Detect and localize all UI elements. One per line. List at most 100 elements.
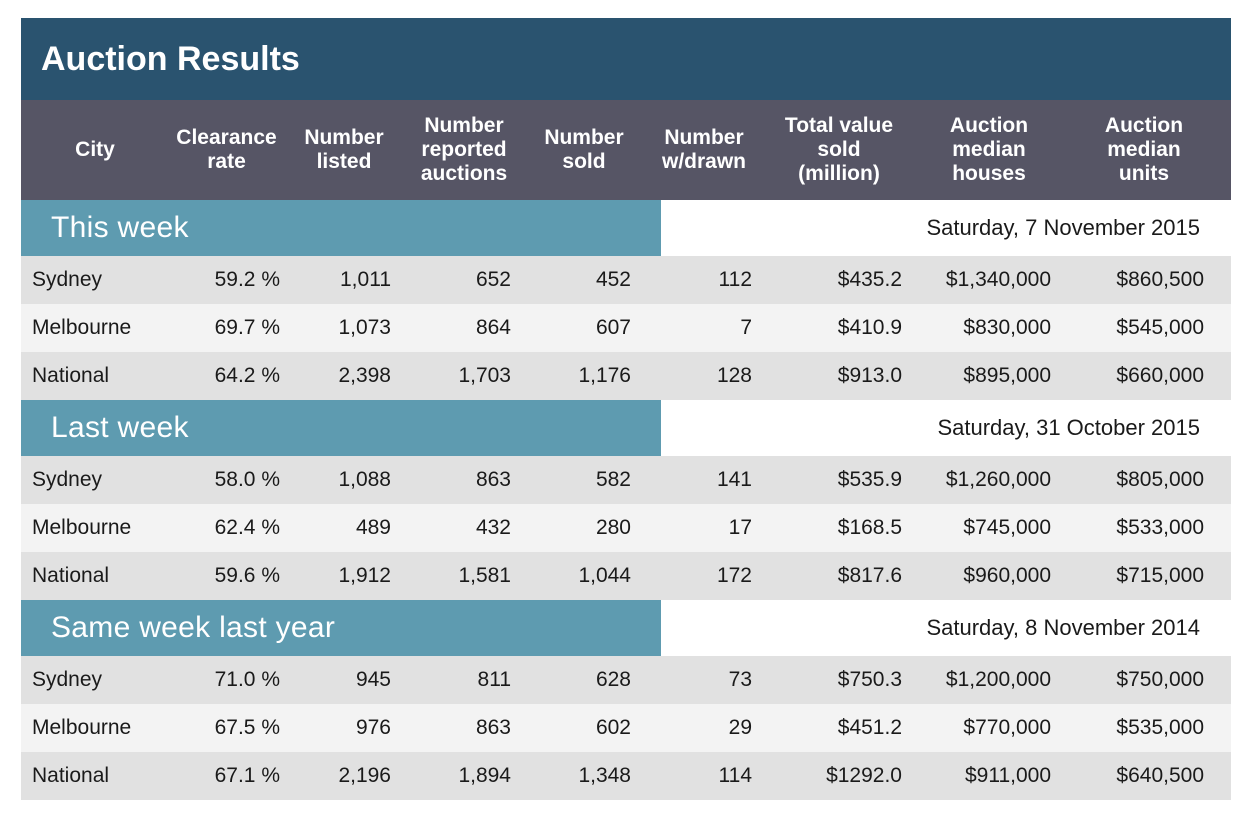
cell-auction-median-houses: $1,340,000 bbox=[945, 268, 1051, 291]
section-header: This week Saturday, 7 November 2015 bbox=[21, 200, 1231, 256]
table-row: Sydney 71.0 % 945 811 628 73 $750.3 $1,200,000 $… bbox=[21, 656, 1231, 704]
cell-clearance-rate: 59.2 % bbox=[214, 268, 280, 291]
table-row: National 59.6 % 1,912 1,581 1,044 172 $817.6 $9… bbox=[21, 552, 1231, 600]
cell-auction-median-units: $750,000 bbox=[1116, 668, 1204, 691]
section-date: Saturday, 7 November 2015 bbox=[926, 215, 1200, 240]
cell-number-sold: 1,044 bbox=[578, 564, 631, 587]
cell-number-withdrawn: 29 bbox=[728, 716, 752, 739]
cell-number-sold: 452 bbox=[595, 268, 631, 291]
cell-auction-median-houses: $770,000 bbox=[963, 716, 1051, 739]
cell-auction-median-units: $640,500 bbox=[1116, 764, 1204, 787]
section-date: Saturday, 8 November 2014 bbox=[926, 615, 1200, 640]
cell-number-sold: 602 bbox=[595, 716, 631, 739]
cell-total-value-sold: $817.6 bbox=[837, 564, 902, 587]
cell-number-withdrawn: 114 bbox=[718, 764, 752, 787]
cell-city: Melbourne bbox=[32, 716, 132, 739]
section-date: Saturday, 31 October 2015 bbox=[937, 415, 1200, 440]
cell-auction-median-houses: $1,260,000 bbox=[945, 468, 1051, 491]
cell-auction-median-houses: $1,200,000 bbox=[945, 668, 1051, 691]
cell-auction-median-units: $535,000 bbox=[1116, 716, 1204, 739]
cell-auction-median-units: $715,000 bbox=[1116, 564, 1204, 587]
cell-number-listed: 489 bbox=[355, 516, 391, 539]
cell-clearance-rate: 69.7 % bbox=[214, 316, 280, 339]
cell-clearance-rate: 67.1 % bbox=[214, 764, 280, 787]
cell-city: Sydney bbox=[32, 668, 103, 691]
cell-total-value-sold: $410.9 bbox=[837, 316, 902, 339]
column-header-number-listed: Number listed bbox=[304, 126, 384, 173]
cell-clearance-rate: 71.0 % bbox=[214, 668, 280, 691]
cell-number-sold: 607 bbox=[595, 316, 631, 339]
table-row: Melbourne 69.7 % 1,073 864 607 7 $410.9 $830,00… bbox=[21, 304, 1231, 352]
cell-number-reported-auctions: 432 bbox=[475, 516, 511, 539]
cell-number-sold: 280 bbox=[595, 516, 631, 539]
cell-clearance-rate: 67.5 % bbox=[214, 716, 280, 739]
table-row: Melbourne 62.4 % 489 432 280 17 $168.5 $745,000… bbox=[21, 504, 1231, 552]
cell-clearance-rate: 59.6 % bbox=[214, 564, 280, 587]
cell-number-withdrawn: 172 bbox=[716, 564, 752, 587]
table-title: Auction Results bbox=[41, 39, 300, 78]
cell-city: Melbourne bbox=[32, 316, 132, 339]
cell-city: National bbox=[32, 364, 110, 387]
cell-clearance-rate: 62.4 % bbox=[214, 516, 280, 539]
cell-city: Sydney bbox=[32, 268, 103, 291]
cell-number-reported-auctions: 1,581 bbox=[458, 564, 511, 587]
section-header: Same week last year Saturday, 8 November … bbox=[21, 600, 1231, 656]
cell-total-value-sold: $168.5 bbox=[837, 516, 902, 539]
cell-auction-median-houses: $960,000 bbox=[963, 564, 1051, 587]
column-header-auction-median-units: Auction median units bbox=[1104, 114, 1184, 185]
table-title-bar: Auction Results bbox=[21, 18, 1231, 100]
cell-number-sold: 1,176 bbox=[578, 364, 631, 387]
cell-total-value-sold: $1292.0 bbox=[826, 764, 902, 787]
cell-number-withdrawn: 112 bbox=[718, 268, 752, 291]
auction-results-table: Auction Results City Clearance rate Number… bbox=[21, 18, 1231, 800]
cell-auction-median-units: $533,000 bbox=[1116, 516, 1204, 539]
cell-city: Melbourne bbox=[32, 516, 132, 539]
cell-auction-median-houses: $830,000 bbox=[963, 316, 1051, 339]
section-header: Last week Saturday, 31 October 2015 bbox=[21, 400, 1231, 456]
section-label: Last week bbox=[21, 400, 661, 456]
column-header-number-sold: Number sold bbox=[544, 126, 624, 173]
cell-number-reported-auctions: 864 bbox=[475, 316, 511, 339]
table-row: Sydney 58.0 % 1,088 863 582 141 $535.9 $1,260,0… bbox=[21, 456, 1231, 504]
cell-number-reported-auctions: 811 bbox=[477, 668, 511, 691]
cell-number-reported-auctions: 863 bbox=[475, 468, 511, 491]
cell-clearance-rate: 58.0 % bbox=[214, 468, 280, 491]
table-body: This week Saturday, 7 November 2015 Sydney… bbox=[21, 200, 1231, 800]
cell-number-withdrawn: 17 bbox=[728, 516, 752, 539]
cell-auction-median-units: $805,000 bbox=[1116, 468, 1204, 491]
column-header-auction-median-houses: Auction median houses bbox=[949, 114, 1029, 185]
table-row: National 64.2 % 2,398 1,703 1,176 128 $913.0 $8… bbox=[21, 352, 1231, 400]
cell-number-sold: 1,348 bbox=[578, 764, 631, 787]
cell-total-value-sold: $435.2 bbox=[837, 268, 902, 291]
cell-auction-median-houses: $745,000 bbox=[963, 516, 1051, 539]
cell-number-reported-auctions: 652 bbox=[475, 268, 511, 291]
table-row: Sydney 59.2 % 1,011 652 452 112 $435.2 $1,340,0… bbox=[21, 256, 1231, 304]
column-header-number-reported-auctions: Number reported auctions bbox=[420, 114, 508, 185]
cell-number-listed: 1,088 bbox=[338, 468, 391, 491]
section-label: This week bbox=[21, 200, 661, 256]
cell-number-withdrawn: 73 bbox=[728, 668, 752, 691]
cell-number-listed: 2,398 bbox=[338, 364, 391, 387]
section-label: Same week last year bbox=[21, 600, 661, 656]
cell-auction-median-houses: $911,000 bbox=[964, 764, 1051, 787]
cell-number-sold: 582 bbox=[595, 468, 631, 491]
cell-number-listed: 2,196 bbox=[338, 764, 391, 787]
cell-number-withdrawn: 141 bbox=[716, 468, 752, 491]
cell-number-listed: 1,011 bbox=[340, 268, 391, 291]
column-header-city: City bbox=[75, 138, 115, 161]
cell-number-listed: 1,073 bbox=[338, 316, 391, 339]
table-row: National 67.1 % 2,196 1,894 1,348 114 $1292.0 $… bbox=[21, 752, 1231, 800]
cell-city: National bbox=[32, 564, 110, 587]
cell-number-sold: 628 bbox=[595, 668, 631, 691]
cell-clearance-rate: 64.2 % bbox=[214, 364, 280, 387]
cell-total-value-sold: $535.9 bbox=[837, 468, 902, 491]
cell-number-reported-auctions: 863 bbox=[475, 716, 511, 739]
cell-city: Sydney bbox=[32, 468, 103, 491]
column-header-clearance-rate: Clearance rate bbox=[176, 126, 277, 173]
cell-number-listed: 945 bbox=[355, 668, 391, 691]
column-header-number-withdrawn: Number w/drawn bbox=[661, 126, 746, 173]
cell-total-value-sold: $451.2 bbox=[837, 716, 902, 739]
cell-total-value-sold: $750.3 bbox=[837, 668, 902, 691]
cell-number-reported-auctions: 1,894 bbox=[458, 764, 511, 787]
table-row: Melbourne 67.5 % 976 863 602 29 $451.2 $770,000… bbox=[21, 704, 1231, 752]
